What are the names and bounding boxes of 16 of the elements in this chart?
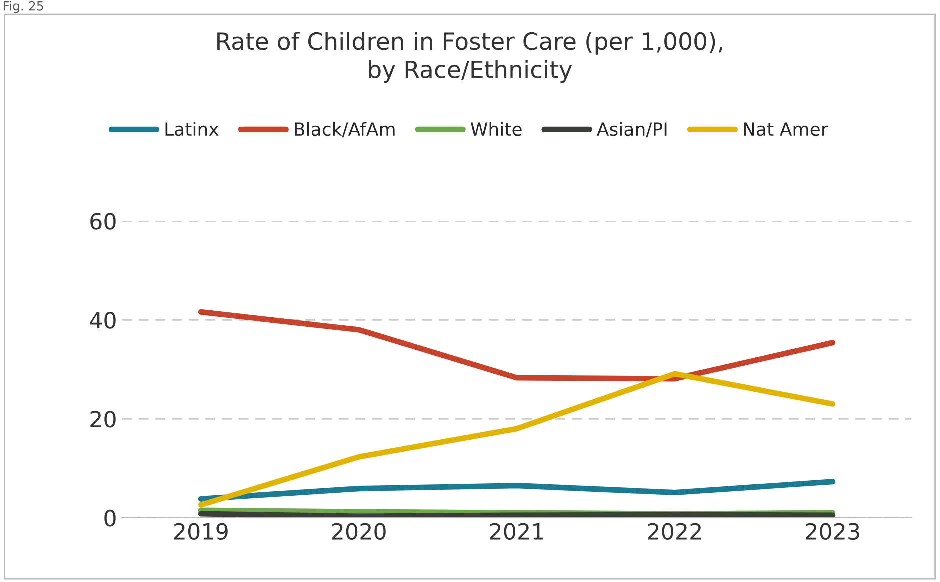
y-tick-label: 20 [90,410,116,428]
x-tick-label: 2020 [332,523,386,540]
x-tick-label: 2022 [648,523,701,540]
legend-label: Nat Amer [744,122,828,136]
x-tick-label: 2023 [806,523,860,540]
legend-label: White [470,122,522,136]
x-tick-label: 2021 [490,523,544,540]
legend-label: Black/AfAm [295,122,395,138]
legend-label: Asian/PI [597,122,667,138]
caption: Fig. 25 [4,1,44,14]
y-tick-label: 40 [90,312,116,329]
x-tick-label: 2019 [174,523,228,540]
chart-title: Rate of Children in Foster Care (per 1,000), by Race/Ethnicity [218,32,722,84]
y-tick-label: 60 [90,213,116,230]
y-tick-label: 0 [104,510,116,527]
legend-label: Latinx [166,122,219,136]
